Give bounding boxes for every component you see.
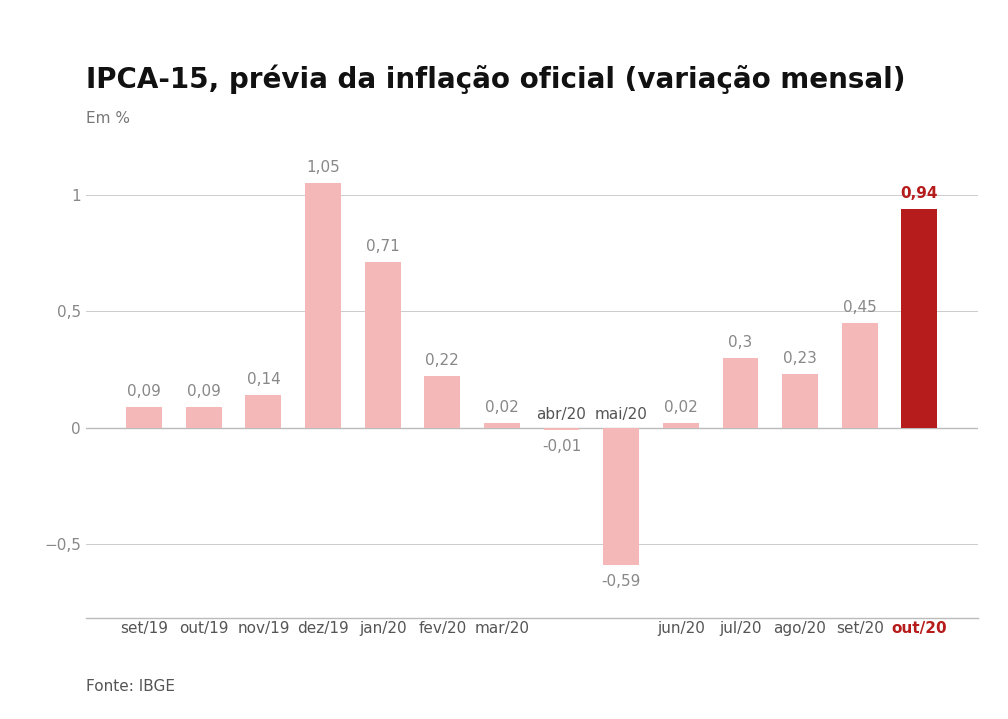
- Text: mai/20: mai/20: [595, 407, 647, 422]
- Bar: [663, 423, 699, 428]
- Text: 0,71: 0,71: [366, 239, 399, 255]
- Text: 0,3: 0,3: [729, 334, 753, 349]
- Text: 0,14: 0,14: [247, 372, 280, 387]
- Text: mar/20: mar/20: [475, 620, 529, 636]
- Bar: [246, 395, 281, 428]
- Bar: [365, 262, 400, 428]
- Text: 0,09: 0,09: [186, 383, 221, 398]
- Text: dez/19: dez/19: [297, 620, 349, 636]
- Text: IPCA-15, prévia da inflação oficial (variação mensal): IPCA-15, prévia da inflação oficial (var…: [86, 65, 905, 94]
- Bar: [901, 209, 937, 428]
- Text: 0,23: 0,23: [783, 351, 817, 366]
- Text: 0,02: 0,02: [664, 400, 698, 415]
- Bar: [782, 374, 817, 428]
- Bar: [543, 428, 580, 430]
- Bar: [603, 428, 639, 565]
- Text: abr/20: abr/20: [536, 407, 587, 422]
- Text: Em %: Em %: [86, 111, 130, 127]
- Bar: [723, 358, 758, 428]
- Bar: [305, 183, 341, 428]
- Bar: [185, 407, 222, 428]
- Text: fev/20: fev/20: [418, 620, 467, 636]
- Text: out/20: out/20: [891, 620, 948, 636]
- Text: 0,09: 0,09: [127, 383, 161, 398]
- Bar: [126, 407, 162, 428]
- Text: 0,22: 0,22: [425, 353, 460, 368]
- Text: set/19: set/19: [120, 620, 168, 636]
- Text: jan/20: jan/20: [359, 620, 406, 636]
- Text: ago/20: ago/20: [773, 620, 827, 636]
- Text: 0,02: 0,02: [485, 400, 519, 415]
- Text: Fonte: IBGE: Fonte: IBGE: [86, 679, 174, 694]
- Text: -0,01: -0,01: [542, 439, 582, 454]
- Text: set/20: set/20: [836, 620, 884, 636]
- Bar: [842, 323, 878, 428]
- Text: 0,94: 0,94: [900, 186, 938, 201]
- Text: out/19: out/19: [179, 620, 229, 636]
- Bar: [484, 423, 520, 428]
- Bar: [424, 377, 461, 428]
- Text: 1,05: 1,05: [306, 160, 340, 175]
- Text: jun/20: jun/20: [657, 620, 705, 636]
- Text: 0,45: 0,45: [843, 300, 877, 315]
- Text: jul/20: jul/20: [719, 620, 762, 636]
- Text: nov/19: nov/19: [237, 620, 289, 636]
- Text: -0,59: -0,59: [602, 574, 641, 589]
